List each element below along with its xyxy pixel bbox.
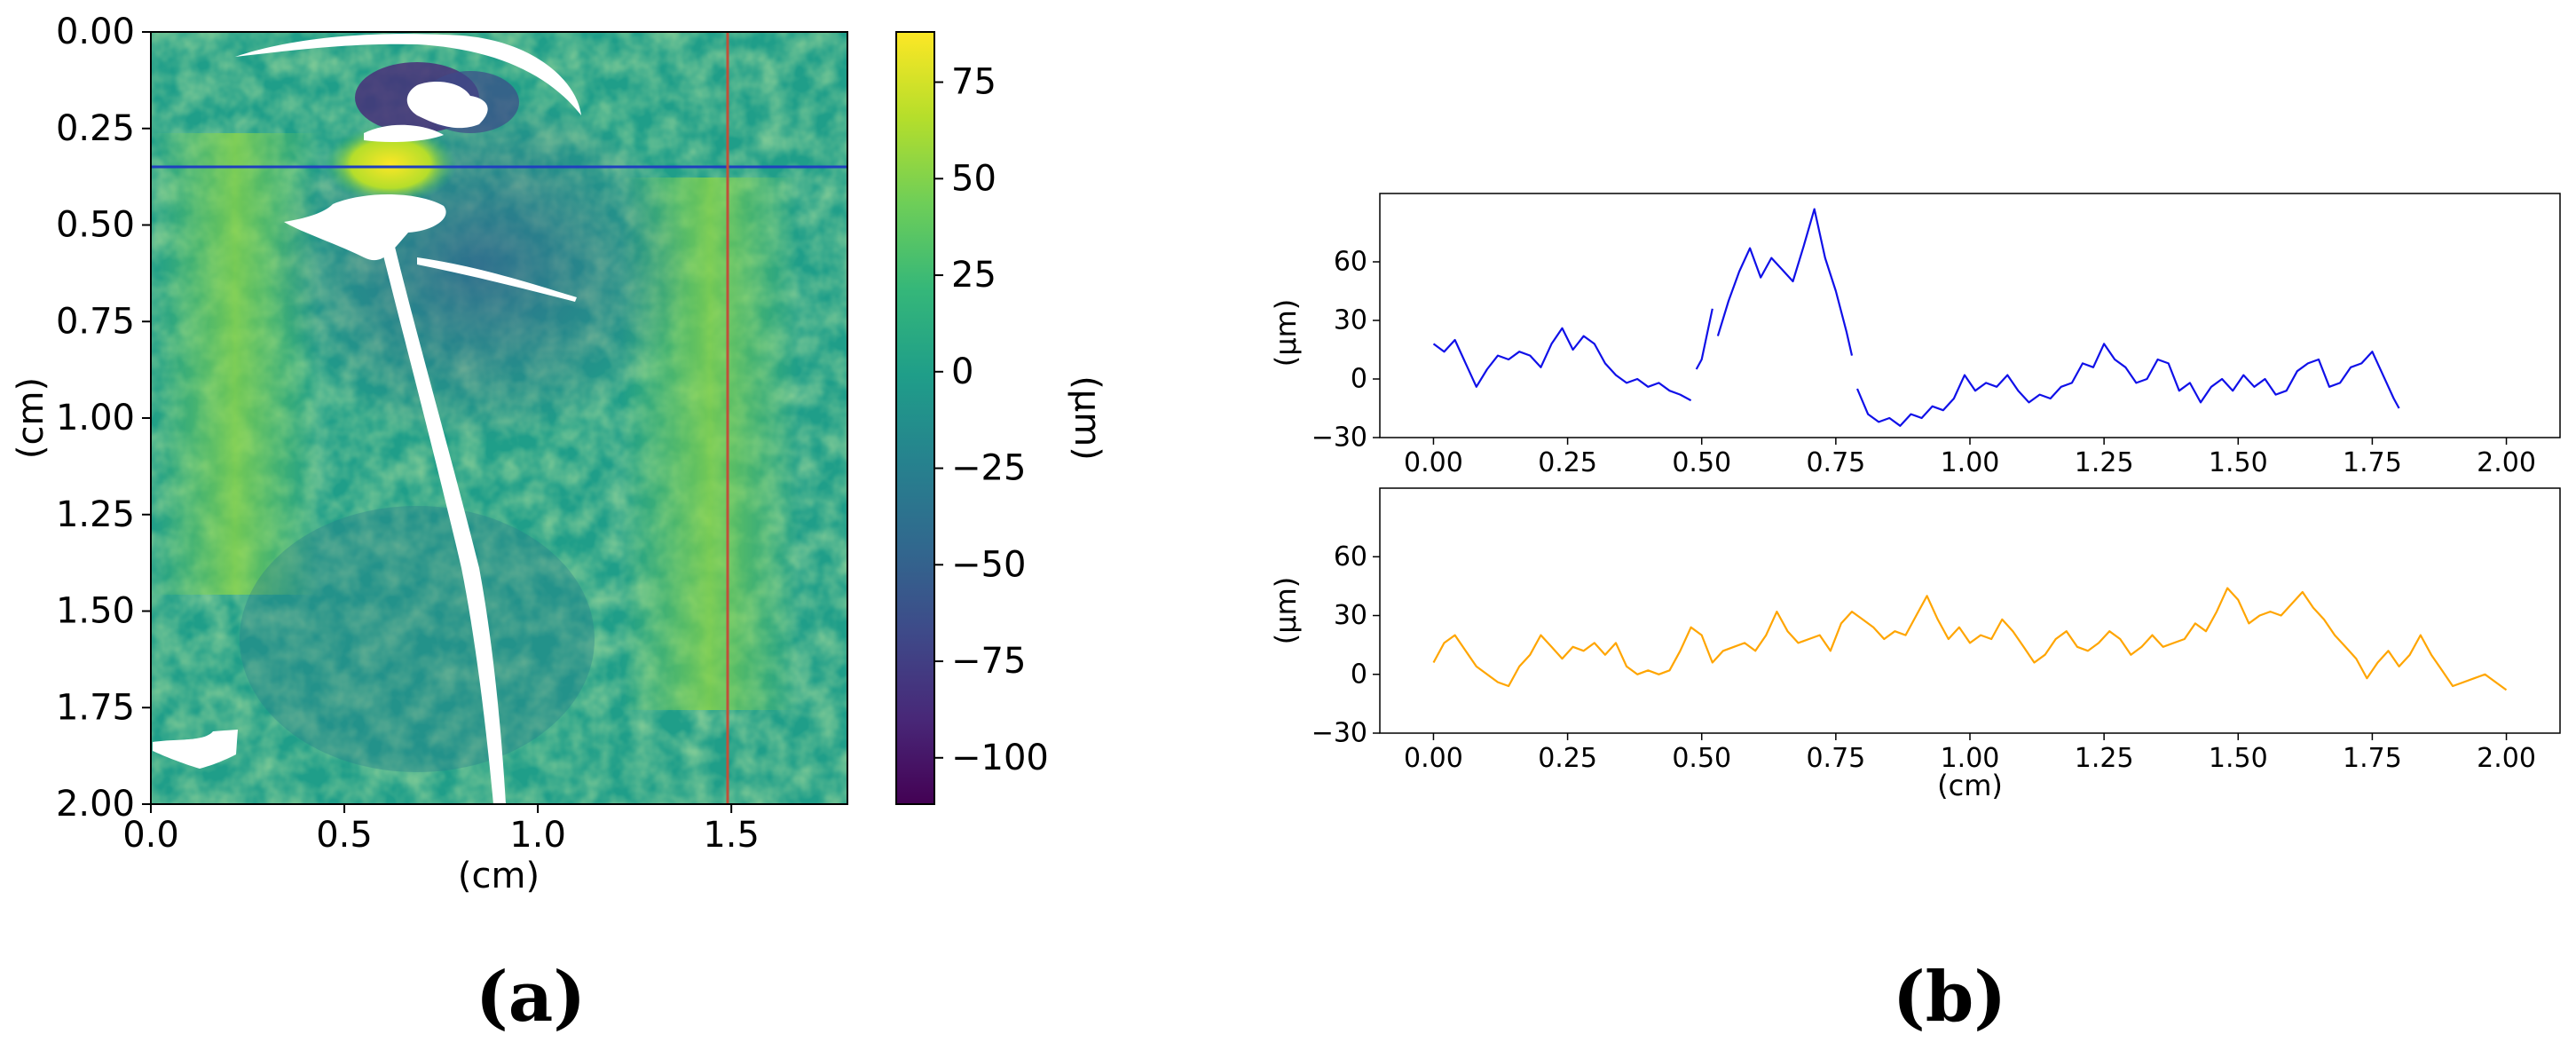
y-tick-label: 60 bbox=[1334, 247, 1367, 278]
bottom-plot-xlabel: (cm) bbox=[1937, 769, 2003, 802]
heatmap-y-tick-label: 1.50 bbox=[56, 591, 135, 632]
heatmap-y-tick-label: 0.50 bbox=[56, 205, 135, 246]
x-tick-label: 0.75 bbox=[1806, 743, 1865, 774]
x-tick-label: 0.25 bbox=[1538, 447, 1597, 478]
colorbar-tick-label: 0 bbox=[951, 351, 973, 392]
colorbar-tick-label: 75 bbox=[951, 62, 997, 103]
colorbar bbox=[895, 31, 935, 805]
heatmap-x-tick-label: 1.5 bbox=[703, 815, 760, 856]
x-tick-label: 1.50 bbox=[2209, 447, 2268, 478]
y-tick-label: 30 bbox=[1334, 600, 1367, 631]
line-plots-panel: 0.00 0.25 0.50 0.75 1.00 1.25 1.50 1.75 2.00 60 30… bbox=[1269, 193, 2561, 1038]
y-tick-label: 0 bbox=[1351, 364, 1367, 395]
x-tick-label: 0.75 bbox=[1806, 447, 1865, 478]
heatmap-y-tick-label: 0.25 bbox=[56, 108, 135, 149]
y-tick-label: −30 bbox=[1312, 422, 1367, 454]
colorbar-tick-label: 25 bbox=[951, 255, 997, 296]
heatmap-y-tick-label: 1.75 bbox=[56, 687, 135, 728]
colorbar-tick-label: −75 bbox=[951, 641, 1026, 682]
y-tick-label: −30 bbox=[1312, 718, 1367, 749]
plot-frame bbox=[1379, 193, 2561, 438]
heatmap-y-tick-label: 0.00 bbox=[56, 12, 135, 52]
y-tick-label: 0 bbox=[1351, 659, 1367, 690]
colorbar-ticks: 75 50 25 0 −25 −50 −75 −100 bbox=[934, 62, 1049, 778]
x-tick-label: 1.25 bbox=[2075, 447, 2134, 478]
x-tick-label: 1.75 bbox=[2343, 743, 2402, 774]
heatmap-x-tick-label: 0.5 bbox=[316, 815, 373, 856]
x-tick-label: 1.00 bbox=[1941, 447, 2000, 478]
heatmap-y-tick-label: 0.75 bbox=[56, 301, 135, 342]
x-tick-label: 2.00 bbox=[2477, 447, 2536, 478]
x-tick-label: 0.25 bbox=[1538, 743, 1597, 774]
bottom-line-plot: 0.00 0.25 0.50 0.75 1.00 1.25 1.50 1.75 2.00 60 30… bbox=[1312, 487, 2561, 774]
heatmap-x-tick-label: 0.0 bbox=[122, 815, 179, 856]
y-tick-label: 60 bbox=[1334, 541, 1367, 572]
x-tick-label: 0.00 bbox=[1404, 743, 1463, 774]
series-line bbox=[1432, 327, 1692, 402]
panel-label-a: (a) bbox=[476, 957, 586, 1038]
heatmap-xlabel: (cm) bbox=[458, 856, 540, 896]
top-plot-ylabel: (μm) bbox=[1269, 299, 1303, 367]
series-line bbox=[1432, 587, 2508, 691]
x-tick-label: 2.00 bbox=[2477, 743, 2536, 774]
series-line bbox=[1716, 208, 1854, 356]
heatmap-x-tick-label: 1.0 bbox=[509, 815, 566, 856]
colorbar-tick-label: −100 bbox=[951, 738, 1049, 778]
panel-label-b: (b) bbox=[1893, 957, 2006, 1038]
series-line bbox=[1695, 308, 1713, 370]
heatmap-panel: 0.0 0.5 1.0 1.5 0.00 0.25 0.50 0.75 1.00 1.25 1.5… bbox=[11, 12, 1107, 1038]
y-tick-label: 30 bbox=[1334, 305, 1367, 336]
heatmap-x-ticks: 0.0 0.5 1.0 1.5 bbox=[122, 804, 760, 856]
x-tick-label: 0.50 bbox=[1672, 743, 1731, 774]
colorbar-tick-label: −25 bbox=[951, 448, 1026, 489]
plot-frame bbox=[1379, 487, 2561, 734]
x-tick-label: 1.75 bbox=[2343, 447, 2402, 478]
x-tick-label: 1.00 bbox=[1941, 743, 2000, 774]
x-tick-label: 0.00 bbox=[1404, 447, 1463, 478]
series-line bbox=[1855, 343, 2400, 427]
x-tick-label: 0.50 bbox=[1672, 447, 1731, 478]
colorbar-tick-label: 50 bbox=[951, 158, 997, 199]
heatmap-y-tick-label: 2.00 bbox=[56, 784, 135, 825]
heatmap-y-ticks: 0.00 0.25 0.50 0.75 1.00 1.25 1.50 1.75 2.00 bbox=[56, 12, 151, 825]
heatmap-image bbox=[151, 32, 847, 804]
colorbar-tick-label: −50 bbox=[951, 544, 1026, 585]
top-line-plot: 0.00 0.25 0.50 0.75 1.00 1.25 1.50 1.75 2.00 60 30… bbox=[1312, 193, 2561, 478]
heatmap-y-tick-label: 1.25 bbox=[56, 494, 135, 535]
x-tick-label: 1.50 bbox=[2209, 743, 2268, 774]
heatmap-ylabel: (cm) bbox=[11, 377, 51, 459]
x-tick-label: 1.25 bbox=[2075, 743, 2134, 774]
colorbar-label: (μm) bbox=[1067, 375, 1107, 461]
heatmap-y-tick-label: 1.00 bbox=[56, 398, 135, 438]
bottom-plot-ylabel: (μm) bbox=[1269, 577, 1303, 645]
